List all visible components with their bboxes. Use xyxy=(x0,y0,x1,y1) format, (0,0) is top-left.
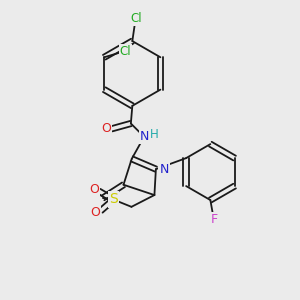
Text: S: S xyxy=(109,193,118,206)
Text: Cl: Cl xyxy=(120,45,131,58)
Text: H: H xyxy=(150,128,159,141)
Text: O: O xyxy=(91,206,100,219)
Text: F: F xyxy=(211,213,218,226)
Text: N: N xyxy=(140,130,149,143)
Text: O: O xyxy=(101,122,111,135)
Text: N: N xyxy=(159,163,169,176)
Text: O: O xyxy=(89,183,99,196)
Text: Cl: Cl xyxy=(130,12,142,25)
